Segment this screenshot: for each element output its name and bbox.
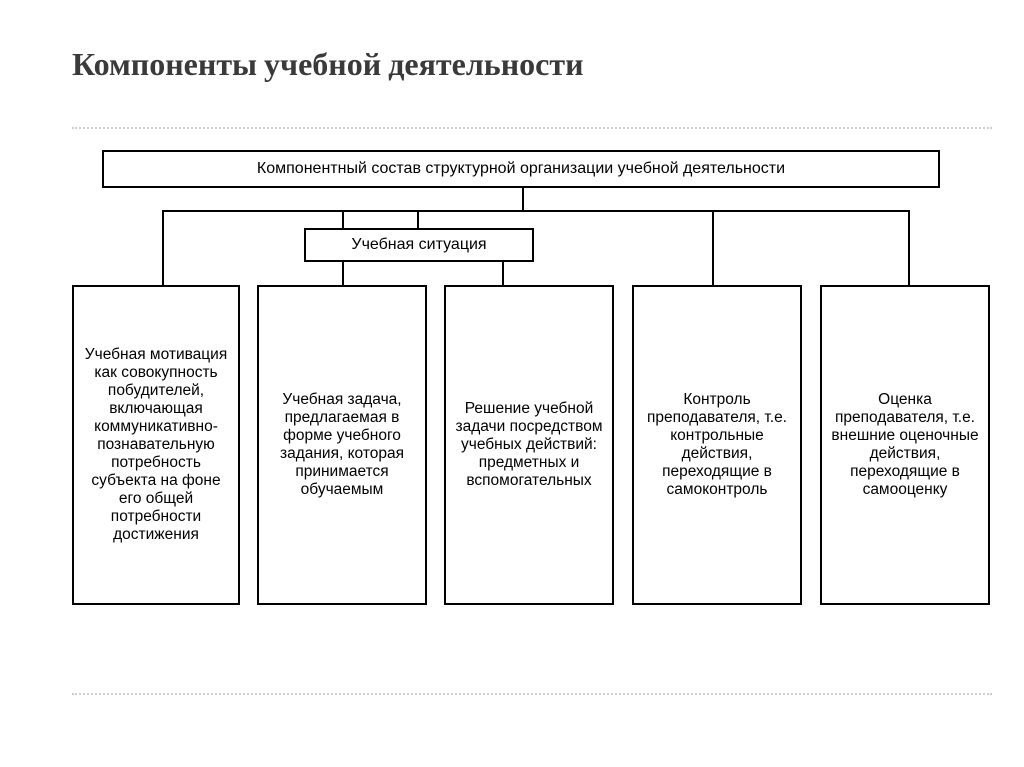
connector-drop-3 [502,262,504,285]
connector-top-stub [522,188,524,210]
bottom-box-1: Учебная задача, предлагаемая в форме уче… [257,285,427,605]
bottom-box-0: Учебная мотивация как совокупность побуд… [72,285,240,605]
divider-top [72,127,992,129]
top-box: Компонентный состав структурной организа… [102,150,940,188]
connector-drop-1 [342,210,344,228]
slide-title: Компоненты учебной деятельности [72,46,584,83]
bottom-box-3: Контроль преподавателя, т.е. контрольные… [632,285,802,605]
connector-drop-4 [712,210,714,285]
connector-drop-0 [162,210,164,285]
divider-bottom [72,693,992,695]
mid-box: Учебная ситуация [304,228,534,262]
diagram-canvas: Компонентный состав структурной организа… [72,150,992,670]
connector-drop-5 [908,210,910,285]
connector-drop-2 [342,262,344,285]
connector-mid-stub [417,210,419,228]
bottom-box-2: Решение учебной задачи посредством учебн… [444,285,614,605]
bottom-box-4: Оценка преподавателя, т.е. внешние оцено… [820,285,990,605]
connector-hbar [162,210,908,212]
